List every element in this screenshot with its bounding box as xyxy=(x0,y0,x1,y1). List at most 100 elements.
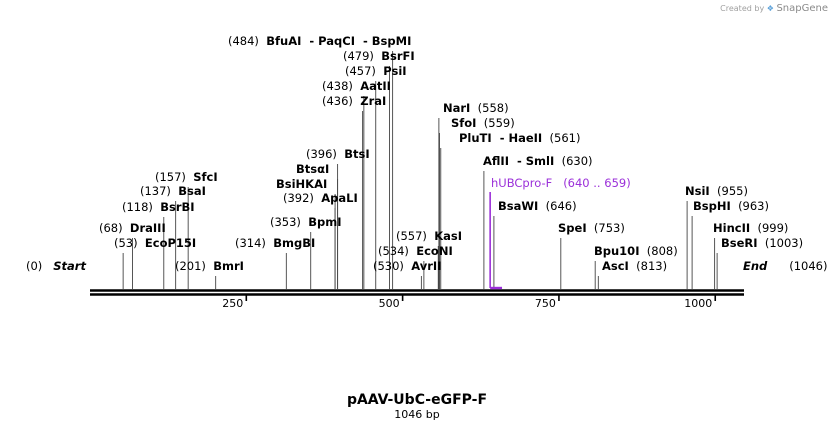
site-label-nsii: NsiI (955) xyxy=(685,185,748,198)
primer-feature-label: hUBCpro-F (640 .. 659) xyxy=(491,177,631,190)
plasmid-size: 1046 bp xyxy=(394,408,440,421)
site-name: SpeI xyxy=(558,221,587,235)
site-position: (630) xyxy=(561,154,593,168)
plasmid-name: pAAV-UbC-eGFP-F xyxy=(346,392,488,408)
site-label-bseri: BseRI (1003) xyxy=(721,237,803,250)
site-position: (314) xyxy=(235,236,266,250)
site-position: (646) xyxy=(545,199,577,213)
credit-brand: SnapGene xyxy=(776,3,828,14)
site-label-ecop15i: (53) EcoP15I xyxy=(114,237,196,250)
site-position: (1003) xyxy=(764,236,804,250)
site-name: Bpu10I xyxy=(594,244,640,258)
site-position: (438) xyxy=(322,79,353,93)
site-position: (353) xyxy=(270,215,301,229)
site-label-bsawi: BsaWI (646) xyxy=(498,200,577,213)
site-name: HincII xyxy=(713,221,751,235)
credit-prefix: Created by xyxy=(720,4,765,13)
sequence-end-label: End (1046) xyxy=(743,260,827,273)
site-position: (813) xyxy=(636,259,668,273)
site-name: NarI xyxy=(443,101,471,115)
site-label-psii: (457) PsiI xyxy=(345,65,407,78)
snapgene-credit: Created by ❖ SnapGene xyxy=(720,3,828,14)
site-label-bsrfi: (479) BsrFI xyxy=(343,50,415,63)
site-label-asci: AscI (813) xyxy=(602,260,667,273)
site-position: (392) xyxy=(283,191,314,205)
site-position: (559) xyxy=(483,116,515,130)
site-name: BsaI xyxy=(178,184,206,198)
site-name: AvrII xyxy=(411,259,442,273)
site-name: NsiI xyxy=(685,184,710,198)
site-position: (534) xyxy=(378,244,409,258)
site-label-spei: SpeI (753) xyxy=(558,222,625,235)
site-label-zrai: (436) ZraI xyxy=(322,95,386,108)
end-position: (0) xyxy=(26,259,43,273)
site-name: DraIII xyxy=(129,221,166,235)
site-position: (157) xyxy=(155,170,186,184)
site-position: (808) xyxy=(646,244,678,258)
site-position: (963) xyxy=(738,199,769,213)
site-name: SfoI xyxy=(451,116,477,130)
site-name: ZraI xyxy=(360,94,387,108)
site-name: KasI xyxy=(434,229,463,243)
end-position: (1046) xyxy=(789,259,828,273)
site-name: BsaWI xyxy=(498,199,539,213)
site-name: BmrI xyxy=(213,259,244,273)
site-position: (53) xyxy=(114,236,138,250)
site-label-sfci: (157) SfcI xyxy=(155,171,218,184)
site-name: AscI xyxy=(602,259,629,273)
site-label-bsai: (137) BsaI xyxy=(140,185,206,198)
site-label-bsihkai: BsiHKAI xyxy=(276,178,327,191)
site-name: BtsI xyxy=(344,147,370,161)
site-label-kasi: (557) KasI xyxy=(396,230,462,243)
site-label-aflii-smli: AflII - SmlI (630) xyxy=(483,155,593,168)
site-position: (118) xyxy=(122,200,153,214)
scale-tick-label: 500 xyxy=(379,297,400,310)
site-label-btsi: (396) BtsI xyxy=(306,148,370,161)
site-label-aatii: (438) AatII xyxy=(322,80,391,93)
site-label-pluti-haeii: PluTI - HaeII (561) xyxy=(459,132,580,145)
site-position: (558) xyxy=(477,101,509,115)
site-name: EcoNI xyxy=(416,244,453,258)
site-position: (753) xyxy=(593,221,625,235)
site-label-bfuai-paqci-bspmi: (484) BfuAI - PaqCI - BspMI xyxy=(228,35,411,48)
site-name: BmgBI xyxy=(273,236,316,250)
site-label-econi: (534) EcoNI xyxy=(378,245,453,258)
site-position: (479) xyxy=(343,49,374,63)
site-label-bpu10i: Bpu10I (808) xyxy=(594,245,678,258)
primer-range: (640 .. 659) xyxy=(563,176,631,190)
site-name: SfcI xyxy=(193,170,218,184)
site-position: (436) xyxy=(322,94,353,108)
site-name: BpmI xyxy=(308,215,342,229)
site-label-avrii: (530) AvrII xyxy=(373,260,441,273)
site-name: AflII - SmlI xyxy=(483,154,555,168)
site-label-bts-i: BtsαI xyxy=(296,163,329,176)
end-name: Start xyxy=(53,259,86,273)
site-name: PluTI - HaeII xyxy=(459,131,543,145)
site-label-hincii: HincII (999) xyxy=(713,222,788,235)
site-position: (530) xyxy=(373,259,404,273)
site-name: EcoP15I xyxy=(144,236,197,250)
site-name: BfuAI - PaqCI - BspMI xyxy=(266,34,412,48)
site-position: (201) xyxy=(175,259,206,273)
site-name: BseRI xyxy=(721,236,758,250)
site-label-apali: (392) ApaLI xyxy=(283,192,358,205)
site-name: BtsαI xyxy=(296,162,330,176)
sequence-start-label: (0) Start xyxy=(26,260,86,273)
site-name: BsiHKAI xyxy=(276,177,328,191)
primer-name: hUBCpro-F xyxy=(491,176,553,190)
snapgene-logo-icon: ❖ xyxy=(766,4,774,13)
scale-tick-label: 750 xyxy=(535,297,556,310)
site-position: (999) xyxy=(757,221,789,235)
site-position: (557) xyxy=(396,229,427,243)
site-position: (137) xyxy=(140,184,171,198)
site-position: (955) xyxy=(717,184,748,198)
scale-tick-label: 250 xyxy=(222,297,243,310)
end-name: End xyxy=(743,259,768,273)
site-position: (68) xyxy=(99,221,123,235)
site-label-nari: NarI (558) xyxy=(443,102,509,115)
site-label-bsrbi: (118) BsrBI xyxy=(122,201,195,214)
site-position: (484) xyxy=(228,34,259,48)
site-position: (457) xyxy=(345,64,376,78)
site-position: (396) xyxy=(306,147,337,161)
